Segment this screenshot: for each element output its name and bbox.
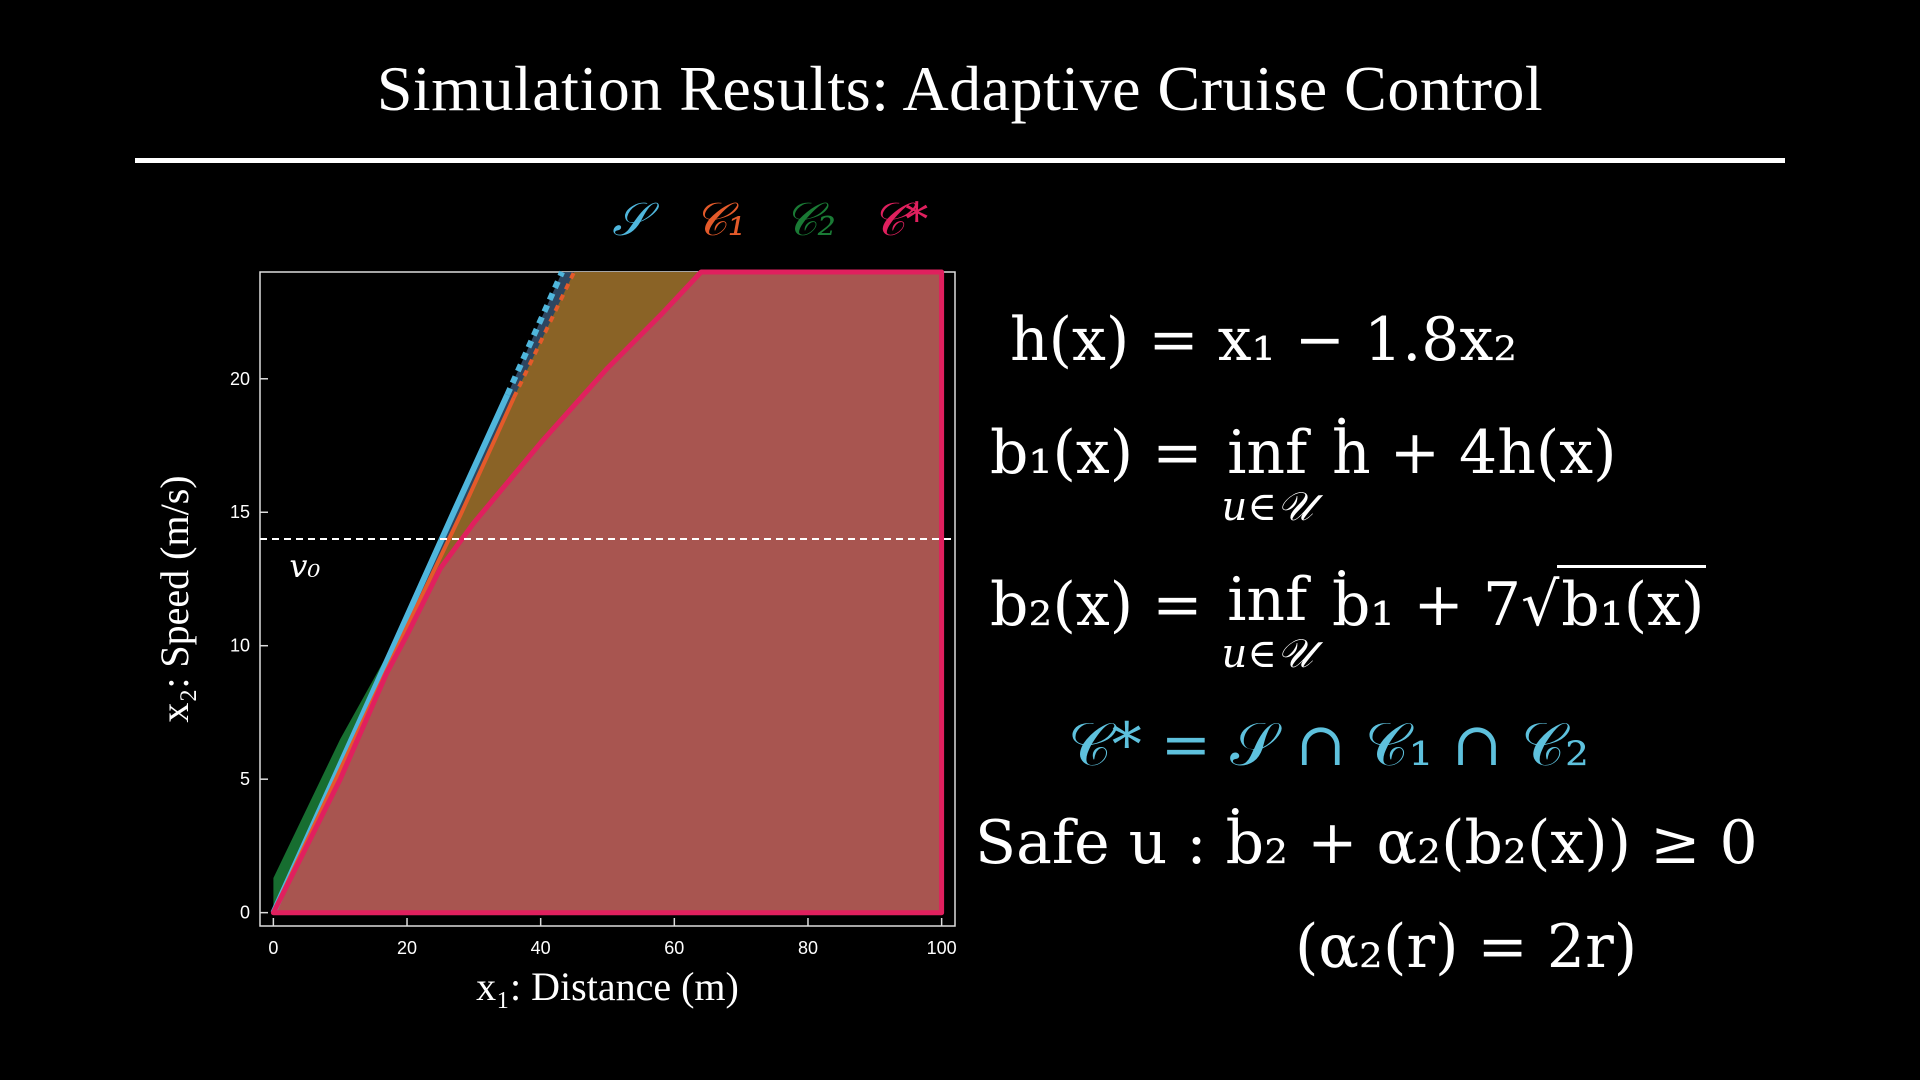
y-axis-label: x₂: Speed (m/s) xyxy=(152,475,197,722)
x-axis-label: x₁: Distance (m) xyxy=(476,964,739,1009)
equation-safe-u: Safe u : ḃ₂ + α₂(b₂(x)) ≥ 0 xyxy=(975,808,1758,878)
equation-b1-lhs: b₁(x) = xyxy=(990,418,1203,488)
series-line-s-dashed xyxy=(504,270,565,397)
equation-h: h(x) = x₁ − 1.8x₂ xyxy=(1010,305,1517,375)
x-tick-label: 20 xyxy=(397,938,417,958)
inf-subscript: u∈𝒰 xyxy=(1221,631,1313,677)
equation-cstar-text: 𝒞* = 𝒮 ∩ 𝒞₁ ∩ 𝒞₂ xyxy=(1068,710,1590,780)
equation-b2: b₂(x) = inf u∈𝒰 ḃ₁ + 7√b₁(x) xyxy=(990,565,1707,677)
y-tick-label: 20 xyxy=(230,369,250,389)
equation-safe-u-text: Safe u : ḃ₂ + α₂(b₂(x)) ≥ 0 xyxy=(975,808,1758,878)
legend-item: 𝒞₂ xyxy=(784,192,836,246)
inf-label: inf xyxy=(1227,565,1308,635)
equation-b2-rhs: ḃ₁ + 7 xyxy=(1332,570,1522,640)
x-tick-label: 60 xyxy=(664,938,684,958)
inf-subscript: u∈𝒰 xyxy=(1221,484,1313,530)
y-tick-label: 0 xyxy=(240,903,250,923)
inf-operator-b2: inf u∈𝒰 xyxy=(1222,565,1313,677)
legend-item: 𝒮 xyxy=(612,192,659,246)
x-tick-label: 0 xyxy=(268,938,278,958)
sqrt-symbol: √ xyxy=(1521,570,1560,640)
x-tick-label: 80 xyxy=(798,938,818,958)
series-line-cstar xyxy=(270,269,945,916)
legend-item: 𝒞₁ xyxy=(694,192,746,246)
equation-cstar: 𝒞* = 𝒮 ∩ 𝒞₁ ∩ 𝒞₂ xyxy=(1068,710,1589,780)
series-fill-cstar xyxy=(273,272,942,913)
legend-item: 𝒞* xyxy=(872,192,929,246)
equation-alpha-text: (α₂(r) = 2r) xyxy=(1295,912,1638,982)
equation-b1-rhs: ḣ + 4h(x) xyxy=(1332,418,1617,488)
equation-h-text: h(x) = x₁ − 1.8x₂ xyxy=(1010,305,1518,375)
equation-b2-sqrt-arg: b₁(x) xyxy=(1557,565,1707,640)
series-line-c1 xyxy=(271,396,516,914)
y-tick-label: 10 xyxy=(230,636,250,656)
y-tick-label: 5 xyxy=(240,769,250,789)
x-tick-label: 100 xyxy=(927,938,957,958)
equation-b1: b₁(x) = inf u∈𝒰 ḣ + 4h(x) xyxy=(990,418,1617,530)
v0-label: v₀ xyxy=(289,547,320,585)
inf-operator-b1: inf u∈𝒰 xyxy=(1222,418,1313,530)
title-divider xyxy=(135,158,1785,163)
y-tick-label: 15 xyxy=(230,502,250,522)
series-line-s xyxy=(270,393,511,914)
inf-label: inf xyxy=(1227,418,1308,488)
slide-title: Simulation Results: Adaptive Cruise Cont… xyxy=(376,53,1544,124)
equation-alpha: (α₂(r) = 2r) xyxy=(1295,912,1637,982)
x-tick-label: 40 xyxy=(531,938,551,958)
equation-b2-lhs: b₂(x) = xyxy=(990,570,1203,640)
